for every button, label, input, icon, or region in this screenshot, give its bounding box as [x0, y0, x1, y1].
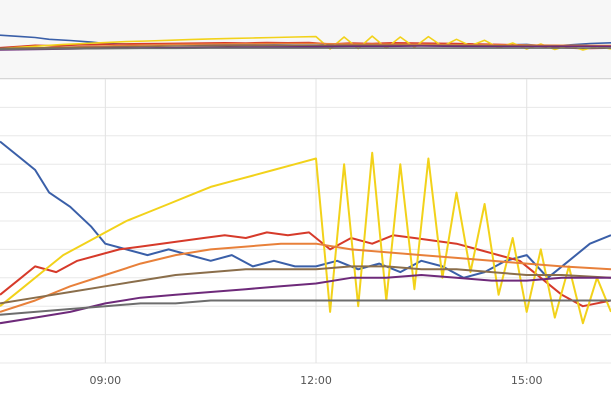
overview-plot	[0, 34, 611, 51]
series-line-3[interactable]	[0, 151, 611, 325]
series-line-6[interactable]	[0, 274, 611, 325]
x-tick-label: 09:00	[89, 374, 121, 387]
x-tick-label: 12:00	[300, 374, 332, 387]
overview-series-line-4	[0, 42, 611, 50]
series-lines	[0, 140, 611, 325]
overview-series-lines	[0, 34, 611, 51]
x-tick-label: 15:00	[511, 374, 543, 387]
x-axis: 09:00 12:00 15:00	[89, 374, 542, 387]
overview-navigator[interactable]	[0, 0, 611, 78]
series-line-7[interactable]	[0, 299, 611, 316]
gridlines	[0, 79, 611, 364]
overview-series-line-7	[0, 47, 611, 51]
series-line-5[interactable]	[0, 265, 611, 305]
series-line-4[interactable]	[0, 242, 611, 313]
series-line-2[interactable]	[0, 231, 611, 308]
series-line-1[interactable]	[0, 140, 611, 279]
main-line-chart[interactable]: 09:00 12:00 15:00	[0, 79, 611, 408]
